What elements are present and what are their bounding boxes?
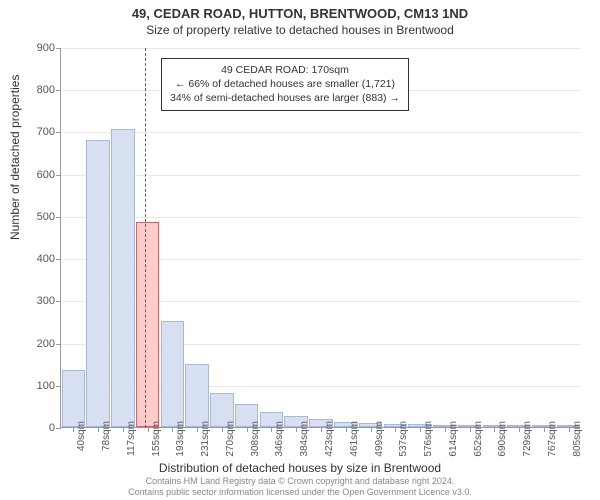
grid-line — [61, 48, 581, 49]
x-tick-mark — [445, 427, 446, 432]
y-tick-mark — [56, 90, 61, 91]
x-tick-mark — [420, 427, 421, 432]
x-tick-label: 767sqm — [547, 421, 558, 457]
y-tick-label: 200 — [23, 338, 55, 350]
histogram-bar — [185, 364, 209, 427]
x-tick-mark — [148, 427, 149, 432]
histogram-chart: 010020030040050060070080090040sqm78sqm11… — [60, 48, 580, 428]
page-subtitle: Size of property relative to detached ho… — [0, 21, 600, 37]
x-tick-label: 729sqm — [522, 421, 533, 457]
x-tick-label: 308sqm — [250, 421, 261, 457]
y-tick-label: 400 — [23, 253, 55, 265]
x-tick-mark — [519, 427, 520, 432]
x-tick-label: 614sqm — [448, 421, 459, 457]
footer-line-2: Contains public sector information licen… — [0, 487, 600, 498]
histogram-bar — [111, 129, 135, 427]
x-tick-mark — [544, 427, 545, 432]
x-tick-mark — [222, 427, 223, 432]
x-tick-mark — [346, 427, 347, 432]
plot-area: 010020030040050060070080090040sqm78sqm11… — [60, 48, 580, 428]
x-tick-label: 461sqm — [349, 421, 360, 457]
x-tick-label: 117sqm — [126, 421, 137, 456]
footer-attribution: Contains HM Land Registry data © Crown c… — [0, 476, 600, 498]
x-axis-label: Distribution of detached houses by size … — [0, 461, 600, 475]
y-axis-label: Number of detached properties — [8, 75, 22, 240]
x-tick-label: 40sqm — [76, 421, 87, 451]
grid-line — [61, 132, 581, 133]
y-tick-mark — [56, 386, 61, 387]
x-tick-mark — [321, 427, 322, 432]
y-tick-mark — [56, 428, 61, 429]
marker-line — [145, 48, 146, 428]
x-tick-mark — [271, 427, 272, 432]
x-tick-mark — [172, 427, 173, 432]
page-title: 49, CEDAR ROAD, HUTTON, BRENTWOOD, CM13 … — [0, 0, 600, 21]
y-tick-label: 300 — [23, 295, 55, 307]
x-tick-mark — [98, 427, 99, 432]
x-tick-label: 690sqm — [497, 421, 508, 457]
histogram-bar — [86, 140, 110, 427]
x-tick-label: 576sqm — [423, 421, 434, 457]
grid-line — [61, 217, 581, 218]
x-tick-mark — [395, 427, 396, 432]
y-tick-label: 500 — [23, 211, 55, 223]
x-tick-label: 537sqm — [398, 421, 409, 457]
x-tick-label: 155sqm — [151, 421, 162, 457]
y-tick-label: 100 — [23, 380, 55, 392]
histogram-bar — [161, 321, 185, 427]
grid-line — [61, 175, 581, 176]
y-tick-mark — [56, 217, 61, 218]
y-tick-mark — [56, 344, 61, 345]
x-tick-mark — [197, 427, 198, 432]
x-tick-label: 805sqm — [572, 421, 583, 457]
x-tick-label: 231sqm — [200, 421, 211, 457]
x-tick-label: 78sqm — [101, 421, 112, 451]
y-tick-mark — [56, 132, 61, 133]
info-box-line: 49 CEDAR ROAD: 170sqm — [170, 63, 400, 77]
info-box-line: ← 66% of detached houses are smaller (1,… — [170, 77, 400, 91]
x-tick-mark — [247, 427, 248, 432]
y-tick-label: 0 — [23, 422, 55, 434]
x-tick-label: 193sqm — [175, 421, 186, 457]
x-tick-label: 384sqm — [299, 421, 310, 457]
histogram-bar — [62, 370, 86, 427]
x-tick-mark — [123, 427, 124, 432]
y-tick-label: 700 — [23, 126, 55, 138]
x-tick-mark — [371, 427, 372, 432]
x-tick-mark — [569, 427, 570, 432]
footer-line-1: Contains HM Land Registry data © Crown c… — [0, 476, 600, 487]
x-tick-mark — [470, 427, 471, 432]
y-tick-label: 900 — [23, 42, 55, 54]
x-tick-label: 346sqm — [274, 421, 285, 457]
x-tick-label: 423sqm — [324, 421, 335, 457]
y-tick-mark — [56, 259, 61, 260]
y-tick-mark — [56, 301, 61, 302]
info-box: 49 CEDAR ROAD: 170sqm← 66% of detached h… — [161, 58, 409, 111]
x-tick-label: 499sqm — [374, 421, 385, 457]
x-tick-label: 652sqm — [473, 421, 484, 457]
y-tick-mark — [56, 175, 61, 176]
x-tick-mark — [494, 427, 495, 432]
y-tick-label: 800 — [23, 84, 55, 96]
histogram-bar — [136, 222, 160, 427]
info-box-line: 34% of semi-detached houses are larger (… — [170, 91, 400, 105]
y-tick-label: 600 — [23, 169, 55, 181]
x-tick-mark — [73, 427, 74, 432]
y-tick-mark — [56, 48, 61, 49]
x-tick-label: 270sqm — [225, 421, 236, 457]
x-tick-mark — [296, 427, 297, 432]
